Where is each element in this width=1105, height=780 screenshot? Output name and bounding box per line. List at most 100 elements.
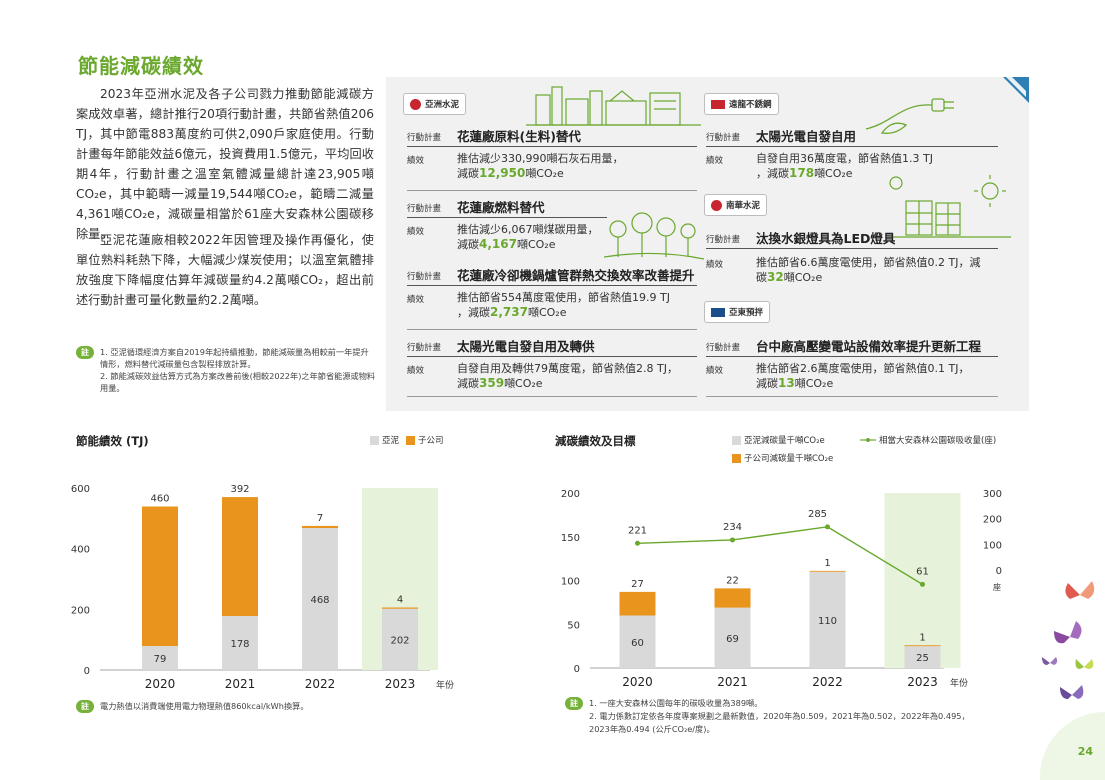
plan-name: 台中廠高壓變電站設備效率提升更新工程 — [756, 339, 982, 354]
y-tick-label: 200 — [561, 489, 580, 500]
solar-panel-illustration — [886, 175, 1011, 238]
nanhwa-logo: 南華水泥 — [704, 194, 768, 216]
unit: 噸CO₂e — [814, 167, 853, 180]
plan-name: 花蓮廠原料(生料)替代 — [457, 129, 581, 144]
plan-title-row: 行動計畫 台中廠高壓變電站設備效率提升更新工程 — [706, 337, 998, 357]
reduction-amount: 2,737 — [490, 305, 528, 319]
bar-segment — [809, 571, 846, 668]
perf-prefix: 減碳 — [457, 377, 479, 390]
plan-tag: 行動計畫 — [706, 235, 741, 245]
bar-segment — [714, 607, 751, 668]
bar-segment — [142, 646, 178, 670]
plan-name: 花蓮廠燃料替代 — [457, 200, 545, 215]
chart2-legend-item: 子公司減碳量千噸CO₂e — [732, 452, 833, 464]
unit: 噸CO₂e — [504, 377, 543, 390]
plan-tag: 行動計畫 — [407, 343, 442, 353]
y-tick-label: 150 — [561, 533, 580, 544]
far-eastern-mark-icon — [711, 307, 725, 317]
data-label: 22 — [726, 575, 739, 586]
action-plan-panel: 亞洲水泥 遠龍不銹鋼 南華水泥 亞東預拌 行動計畫 花蓮廠原料(生料)替代 績效… — [386, 77, 1029, 411]
unit: 噸CO₂e — [794, 377, 834, 390]
perf-prefix: 減碳 — [756, 377, 778, 390]
butterfly-icon — [1060, 685, 1084, 699]
section-title: 節能減碳績效 — [78, 54, 204, 78]
y-tick-label: 50 — [567, 620, 580, 631]
note-badge: 註 — [76, 700, 94, 713]
plan-name: 太陽光電自發自用 — [756, 129, 857, 144]
data-label: 460 — [150, 494, 169, 505]
plan-name: 汰換水銀燈具為LED燈具 — [756, 231, 896, 246]
butterfly-icon — [1054, 621, 1082, 644]
asia-cement-logo: 亞洲水泥 — [403, 93, 467, 115]
series-line — [637, 526, 923, 585]
data-label: 178 — [230, 639, 249, 650]
yuan-long-mark-icon — [711, 99, 725, 109]
perf-tag: 績效 — [706, 366, 724, 376]
company-name: 遠龍不銹鋼 — [729, 100, 772, 110]
chart1-legend: 亞泥 子公司 — [370, 434, 444, 446]
butterfly-icon — [1065, 581, 1095, 599]
trees-illustration — [604, 212, 704, 260]
bar-segment — [382, 607, 418, 609]
x-tick-label: 2022 — [305, 677, 336, 691]
perf-row: 績效 推估節省554萬度電使用，節省熱值19.9 TJ ，減碳2,737噸CO₂… — [407, 290, 697, 330]
legend-swatch — [370, 435, 379, 445]
line-data-label: 234 — [723, 522, 742, 533]
carbon-reduction-chart: 0 50 100 150 200 60 27 2020 69 22 2021 110 1 2022 25 1 2… — [561, 489, 1002, 689]
plan-title-row: 行動計畫 花蓮廠燃料替代 — [407, 198, 607, 218]
bar-segment — [302, 528, 338, 670]
data-label: 25 — [916, 653, 929, 664]
plan-tag: 行動計畫 — [407, 204, 442, 214]
chart2-title: 減碳績效及目標 — [555, 434, 636, 448]
butterfly-decoration — [1042, 581, 1095, 699]
chart1-footnote-row: 註 電力熱值以消費端使用電力物理熱值860kcal/kWh換算。 — [76, 700, 309, 713]
unit: 噸CO₂e — [525, 167, 564, 180]
x-tick-label: 2022 — [812, 675, 843, 689]
perf-prefix: 減碳 — [457, 167, 479, 180]
legend-swatch — [732, 435, 741, 445]
perf-tag: 績效 — [407, 227, 425, 237]
perf-row: 績效 推估減少330,990噸石灰石用量， 減碳12,950噸CO₂e — [407, 151, 697, 191]
data-label: 202 — [390, 635, 409, 646]
chart2-footnote-row: 註 1. 一座大安森林公園每年的碳吸收量為389噸。 2. 電力係數訂定依各年度… — [565, 697, 989, 736]
reduction-amount: 4,167 — [479, 237, 517, 251]
bar-segment — [904, 645, 941, 647]
reduction-amount: 13 — [778, 376, 795, 390]
note-item: 1. 亞泥循環經濟方案自2019年起持續推動，節能減碳量為相較前一年提升情形，燃… — [100, 347, 369, 369]
highlight-band — [884, 493, 961, 668]
data-label: 4 — [397, 595, 403, 606]
bar-segment — [619, 615, 656, 668]
data-label: 1 — [919, 632, 925, 643]
perf-tag: 績效 — [407, 295, 425, 305]
plan-title-row: 行動計畫 太陽光電自發自用及轉供 — [407, 337, 697, 357]
perf-prefix: 減碳 — [457, 238, 479, 251]
plug-leaf-icon — [865, 98, 954, 134]
y2-tick-label: 0 — [996, 566, 1002, 577]
plan-tag: 行動計畫 — [706, 343, 741, 353]
data-label: 69 — [726, 634, 739, 645]
y-tick-label: 600 — [71, 484, 90, 495]
perf-tag: 績效 — [706, 260, 724, 270]
plan-title-row: 行動計畫 太陽光電自發自用 — [706, 127, 998, 147]
plan-title-row: 行動計畫 花蓮廠原料(生料)替代 — [407, 127, 697, 147]
company-name: 南華水泥 — [726, 201, 761, 211]
y-tick-label: 0 — [84, 666, 90, 677]
x-tick-label: 2023 — [385, 677, 416, 691]
plan-name: 太陽光電自發自用及轉供 — [457, 339, 595, 354]
line-point — [635, 540, 640, 546]
reduction-amount: 359 — [479, 376, 505, 390]
perf-row: 績效 推估節省2.6萬度電使用，節省熱值0.1 TJ， 減碳13噸CO₂e — [706, 361, 998, 397]
bar-segment — [142, 506, 178, 647]
far-eastern-logo: 亞東預拌 — [704, 301, 771, 323]
intro-paragraph: 2023年亞洲水泥及各子公司戮力推動節能減碳方案成效卓著，總計推行20項行動計畫… — [76, 87, 374, 241]
data-label: 1 — [824, 558, 830, 569]
perf-row: 績效 推估減少6,067噸煤碳用量， 減碳4,167噸CO₂e — [407, 222, 697, 262]
page-number: 24 — [1077, 745, 1093, 758]
perf-line: 自發自用及轉供79萬度電，節省熱值2.8 TJ， — [457, 362, 678, 375]
line-data-label: 61 — [916, 566, 929, 577]
unit: 噸CO₂e — [527, 306, 567, 319]
bar-segment — [714, 588, 751, 608]
company-name: 亞洲水泥 — [425, 100, 460, 110]
note-badge: 註 — [76, 346, 94, 359]
x-unit-label: 年份 — [950, 677, 968, 689]
